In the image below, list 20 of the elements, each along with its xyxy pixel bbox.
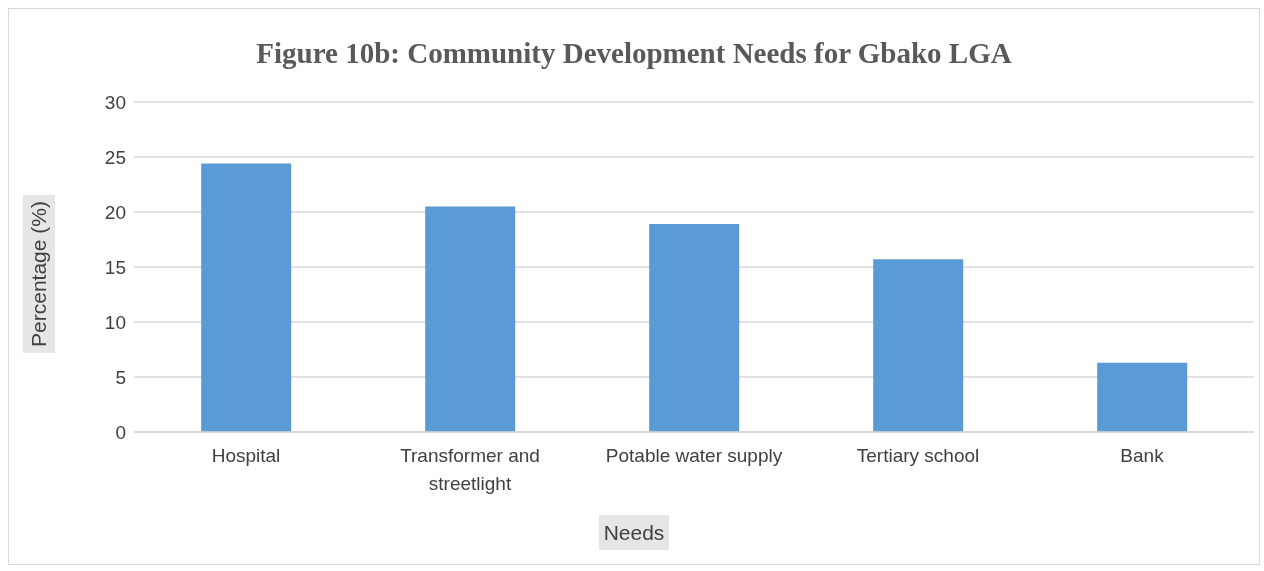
chart-title: Figure 10b: Community Development Needs for Gbako LGA: [255, 36, 1013, 71]
x-tick-label: Potable water supply: [605, 445, 783, 466]
y-tick-label: 25: [104, 146, 126, 168]
x-axis-title: Needs: [598, 515, 670, 550]
y-tick-label: 5: [115, 366, 126, 388]
bar: [201, 163, 292, 432]
y-tick-label: 0: [115, 421, 126, 443]
y-axis-title: Percentage (%): [23, 195, 55, 353]
bar: [425, 206, 516, 432]
x-tick-label: Hospital: [211, 445, 281, 466]
bar: [873, 259, 964, 432]
x-tick-label: Bank: [1120, 445, 1165, 466]
bar: [1097, 362, 1188, 432]
x-tick-label: Transformer and streetlight: [400, 445, 540, 494]
bar: [649, 224, 740, 432]
y-tick-label: 20: [104, 201, 126, 223]
x-tick-label: Tertiary school: [856, 445, 980, 466]
y-tick-label: 10: [104, 311, 126, 333]
y-tick-label: 30: [104, 91, 126, 113]
y-tick-label: 15: [104, 256, 126, 278]
